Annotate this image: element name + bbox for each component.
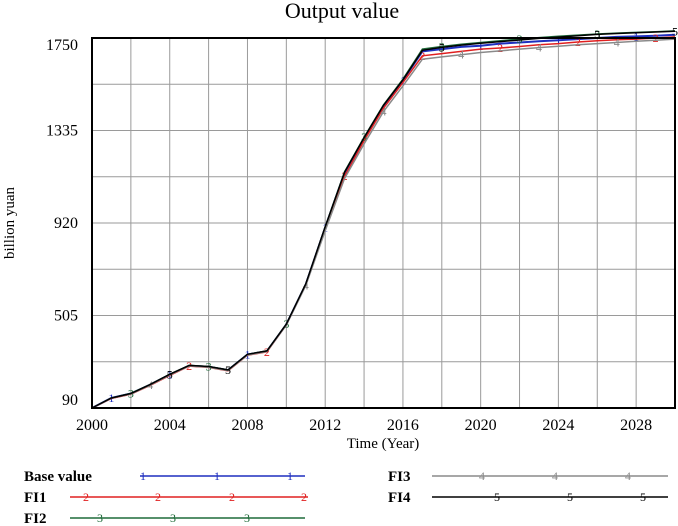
legend-label: FI1 — [24, 490, 47, 506]
series-marker: 3 — [439, 39, 445, 53]
series-marker: 3 — [517, 32, 523, 46]
x-tick-label: 2004 — [154, 417, 186, 434]
y-tick-label: 920 — [54, 215, 78, 232]
x-tick-label: 2024 — [542, 417, 574, 434]
grid — [92, 38, 675, 408]
x-tick-label: 2008 — [231, 417, 263, 434]
legend-label: Base value — [24, 469, 92, 485]
series-marker: 5 — [225, 363, 231, 377]
legend-marker: 1 — [287, 469, 293, 483]
series-marker: 2 — [342, 169, 348, 183]
y-tick-labels: 1750 1335 920 505 90 — [46, 37, 78, 409]
x-tick-labels: 2000 2004 2008 2012 2016 2020 2024 2028 — [76, 417, 652, 434]
series-marker: 4 — [614, 35, 620, 49]
x-tick-label: 2016 — [387, 417, 419, 434]
legend-label: FI4 — [388, 490, 411, 506]
y-tick-label: 505 — [54, 308, 78, 325]
x-axis-label: Time (Year) — [347, 436, 420, 452]
legend-label: FI2 — [24, 511, 47, 526]
legend-marker: 4 — [479, 469, 485, 483]
series-line — [91, 30, 676, 409]
series-line — [91, 30, 676, 409]
x-tick-label: 2012 — [309, 417, 341, 434]
legend-label: FI3 — [388, 469, 411, 485]
y-tick-label: 90 — [62, 392, 78, 409]
series-marker: 2 — [497, 41, 503, 55]
x-tick-label: 2028 — [620, 417, 652, 434]
legend-marker: 3 — [97, 511, 103, 525]
chart-title: Output value — [285, 0, 399, 23]
series-marker: 4 — [381, 105, 387, 119]
plot-frame — [91, 37, 676, 409]
series-marker: 1 — [555, 33, 561, 47]
legend-marker: 4 — [625, 469, 631, 483]
series-line — [91, 33, 676, 409]
legend-marker: 3 — [170, 511, 176, 525]
legend-marker: 1 — [214, 469, 220, 483]
series-marker: 4 — [458, 48, 464, 62]
legend-marker: 5 — [494, 490, 500, 504]
series-marker: 5 — [439, 40, 445, 54]
y-tick-label: 1335 — [46, 123, 78, 140]
series-marker: 1 — [478, 39, 484, 53]
x-tick-label: 2000 — [76, 417, 108, 434]
legend-marker: 2 — [301, 490, 307, 504]
series-marker: 5 — [672, 24, 678, 38]
legend-marker: 5 — [640, 490, 646, 504]
legend-marker: 2 — [229, 490, 235, 504]
legend-marker: 3 — [244, 511, 250, 525]
legend-marker: 4 — [552, 469, 558, 483]
series-line — [91, 38, 676, 409]
legend: Base value 1 1 1 FI1 2 2 2 2 FI2 3 3 3 FI3 4 4 4 FI4 5 5 5 — [24, 469, 668, 526]
series-line — [91, 36, 676, 409]
series-marker: 5 — [594, 27, 600, 41]
y-tick-label: 1750 — [46, 37, 78, 54]
series-marker: 4 — [536, 41, 542, 55]
series-marker: 5 — [167, 367, 173, 381]
legend-marker: 1 — [140, 469, 146, 483]
series-marker: 1 — [633, 29, 639, 43]
legend-marker: 2 — [155, 490, 161, 504]
legend-marker: 5 — [567, 490, 573, 504]
x-tick-label: 2020 — [465, 417, 497, 434]
series-marker: 2 — [419, 49, 425, 63]
legend-marker: 2 — [83, 490, 89, 504]
series-marker: 2 — [575, 35, 581, 49]
y-axis-label: billion yuan — [2, 186, 18, 259]
